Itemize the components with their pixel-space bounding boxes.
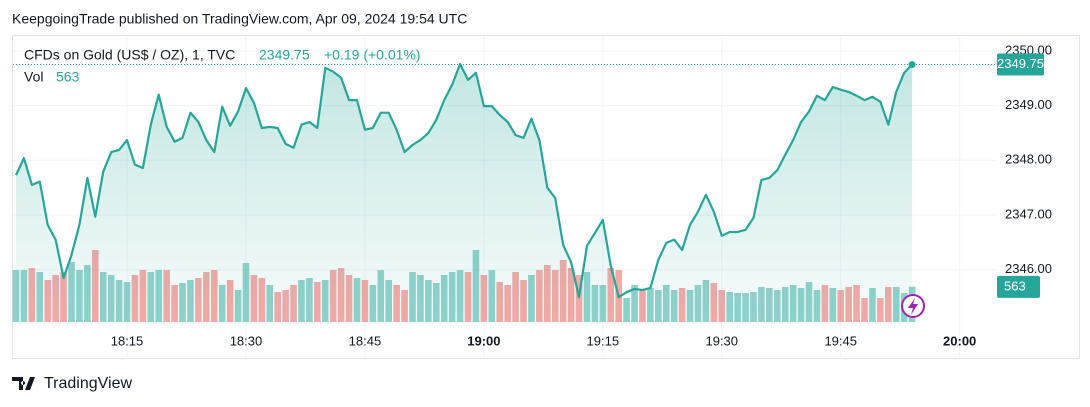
- volume-badge-label: 563: [1004, 278, 1026, 293]
- volume-label: Vol: [24, 69, 43, 85]
- legend-price: 2349.75: [259, 47, 310, 63]
- price-badge-label: 2349.75: [997, 56, 1044, 71]
- y-tick-label: 2349.00: [1005, 97, 1052, 112]
- x-tick-label: 18:30: [230, 333, 263, 348]
- area-fill: [16, 64, 913, 325]
- symbol: CFDs on Gold (US$ / OZ), 1, TVC: [24, 47, 235, 63]
- x-tick-label: 18:45: [349, 333, 382, 348]
- x-tick-label: 19:15: [587, 333, 620, 348]
- x-tick-label: 18:15: [111, 333, 144, 348]
- legend-change: +0.19 (+0.01%): [324, 47, 421, 63]
- y-tick-label: 2348.00: [1005, 152, 1052, 167]
- price-badge: [997, 53, 1044, 76]
- lightning-icon[interactable]: [901, 294, 925, 318]
- brand: TradingView: [44, 375, 132, 392]
- volume-badge: [997, 275, 1040, 298]
- x-tick-label: 19:45: [824, 333, 857, 348]
- last-point: [908, 61, 916, 69]
- publisher: KeepgoingTrade published on TradingView.…: [12, 11, 467, 27]
- price-line: [15, 62, 913, 299]
- frame: [12, 35, 1080, 359]
- logo: TradingView: [12, 375, 132, 392]
- x-tick-label: 19:00: [467, 333, 500, 348]
- x-tick-label: 19:30: [705, 333, 738, 348]
- legend-volume: 563: [56, 69, 80, 85]
- y-tick-label: 2346.00: [1005, 261, 1052, 276]
- x-tick-label: 20:00: [943, 333, 976, 348]
- y-tick-label: 2347.00: [1005, 206, 1052, 221]
